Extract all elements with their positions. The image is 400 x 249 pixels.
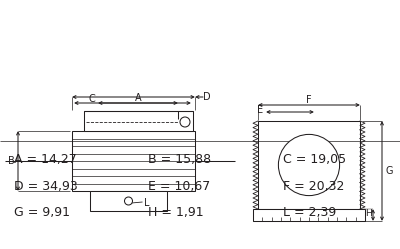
Text: G = 9,91: G = 9,91	[14, 205, 70, 219]
Text: E: E	[257, 105, 263, 115]
Text: B: B	[8, 156, 14, 166]
Text: E = 10,67: E = 10,67	[148, 180, 210, 192]
Text: L: L	[144, 198, 149, 208]
Circle shape	[124, 197, 132, 205]
Text: H: H	[365, 208, 372, 217]
Text: B = 15,88: B = 15,88	[148, 152, 211, 166]
Text: G: G	[385, 166, 393, 176]
Text: F = 20,32: F = 20,32	[283, 180, 344, 192]
Text: L = 2,39: L = 2,39	[283, 205, 336, 219]
Bar	[72, 131, 195, 191]
Circle shape	[180, 117, 190, 127]
Text: D = 34,93: D = 34,93	[14, 180, 78, 192]
Text: H = 1,91: H = 1,91	[148, 205, 204, 219]
Text: A: A	[135, 93, 141, 103]
Text: A = 14,27: A = 14,27	[14, 152, 77, 166]
Text: C = 19,05: C = 19,05	[283, 152, 346, 166]
Text: D: D	[203, 92, 211, 102]
Text: F: F	[306, 95, 312, 105]
Bar	[90, 191, 167, 211]
Bar	[84, 111, 193, 131]
Bar	[258, 121, 360, 209]
Circle shape	[278, 134, 340, 196]
Text: C: C	[89, 94, 95, 104]
Bar	[253, 209, 365, 221]
